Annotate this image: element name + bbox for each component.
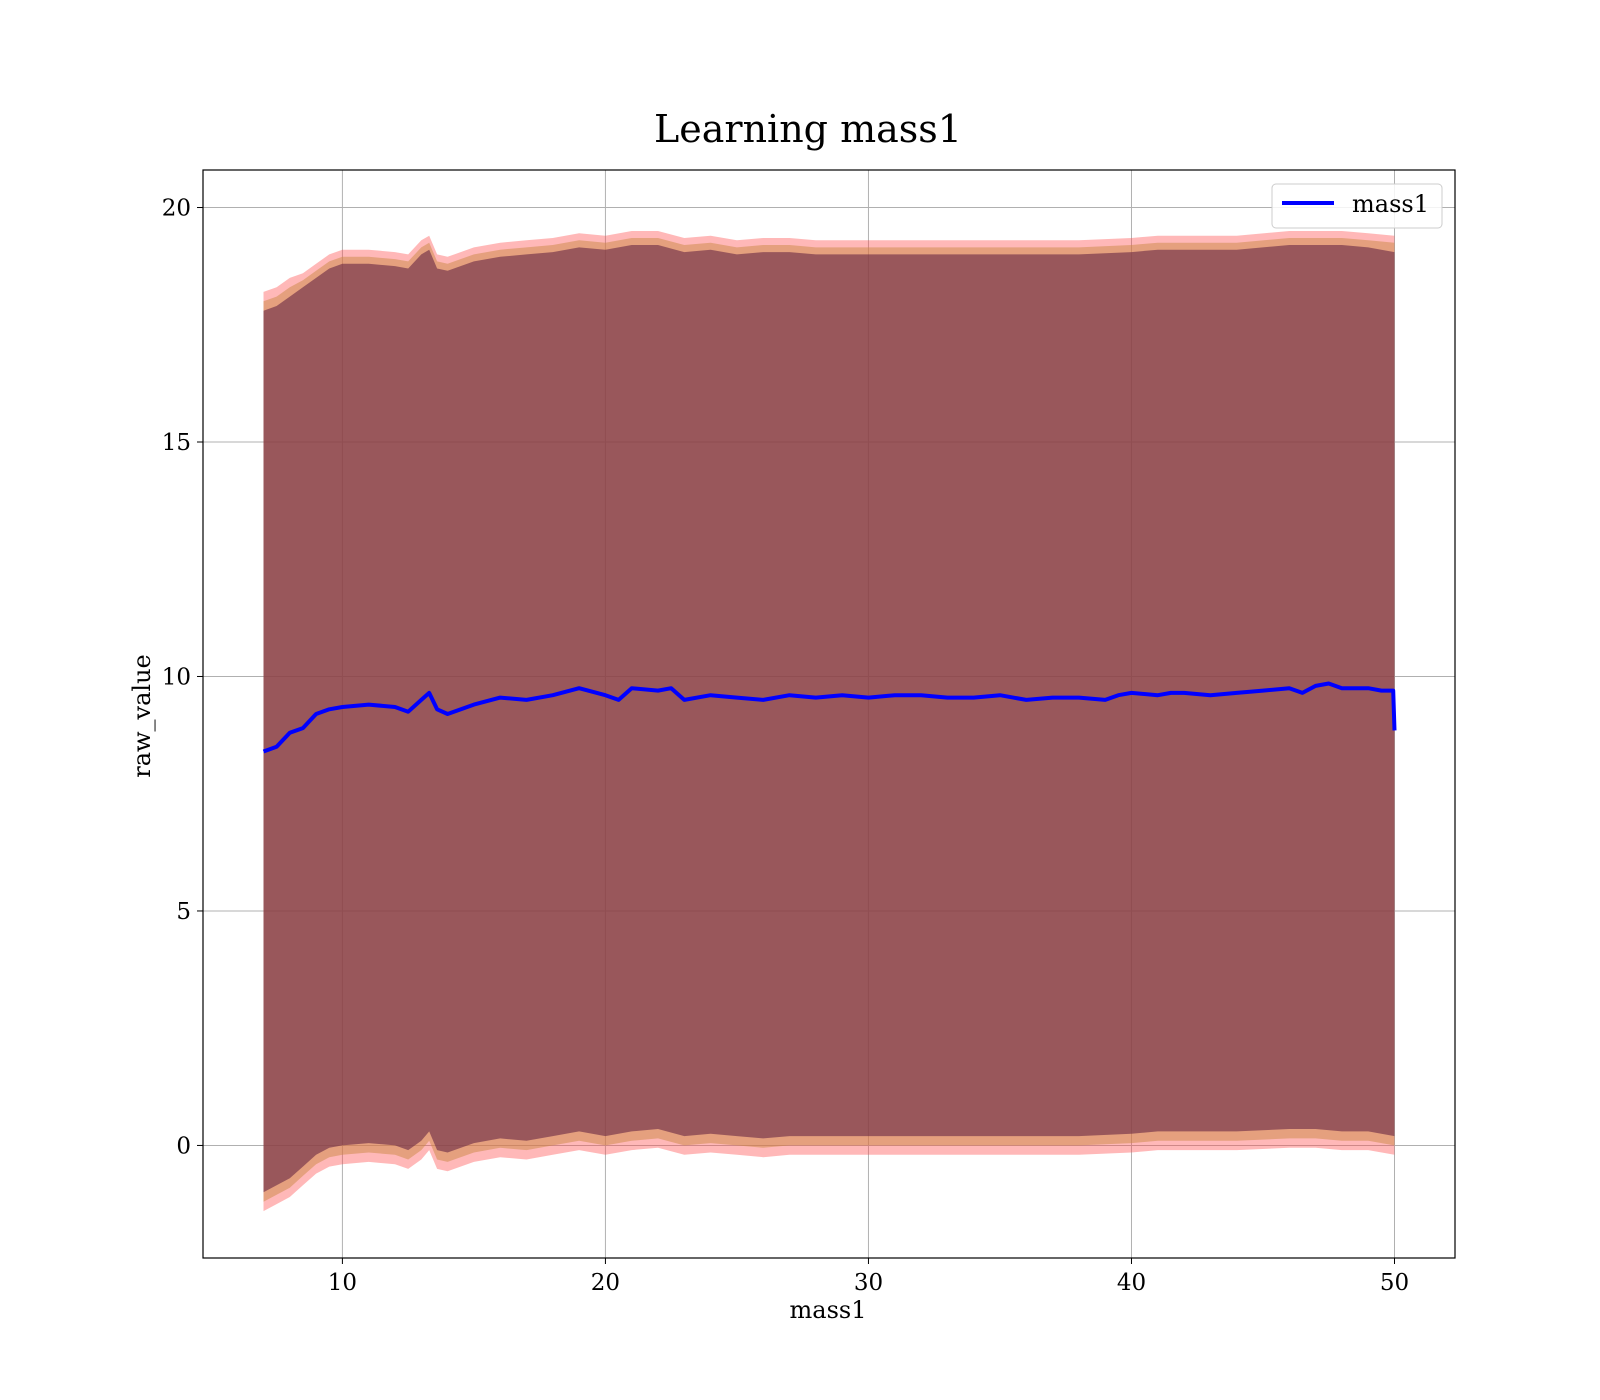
x-tick-label-3: 40: [1117, 1270, 1146, 1296]
legend-box: [1271, 183, 1443, 229]
y-tick-label-3: 15: [162, 430, 191, 456]
x-tick-label-1: 20: [591, 1270, 620, 1296]
x-tick-label-2: 30: [854, 1270, 883, 1296]
plot-frame: [202, 169, 1456, 1259]
y-tick-label-4: 20: [162, 196, 191, 222]
band-2: [263, 245, 1395, 1193]
y-tick-label-1: 5: [176, 899, 191, 925]
x-tick-label-0: 10: [328, 1270, 357, 1296]
y-axis-ticks: 0 5 10 15 20: [162, 196, 203, 1159]
legend: mass1: [1271, 183, 1443, 229]
x-axis-label: mass1: [790, 1296, 867, 1324]
y-tick-label-0: 0: [176, 1133, 191, 1159]
chart-title: Learning mass1: [654, 107, 962, 151]
series-lines: [262, 681, 1397, 754]
series-line-mass1: [262, 681, 1397, 754]
legend-entry-mass1: mass1: [1352, 190, 1429, 218]
x-axis-ticks: 10 20 30 40 50: [328, 1258, 1409, 1296]
confidence-bands: [263, 231, 1395, 1212]
y-axis-label: raw_value: [128, 654, 156, 778]
x-tick-label-4: 50: [1380, 1270, 1409, 1296]
y-tick-label-2: 10: [162, 664, 191, 690]
